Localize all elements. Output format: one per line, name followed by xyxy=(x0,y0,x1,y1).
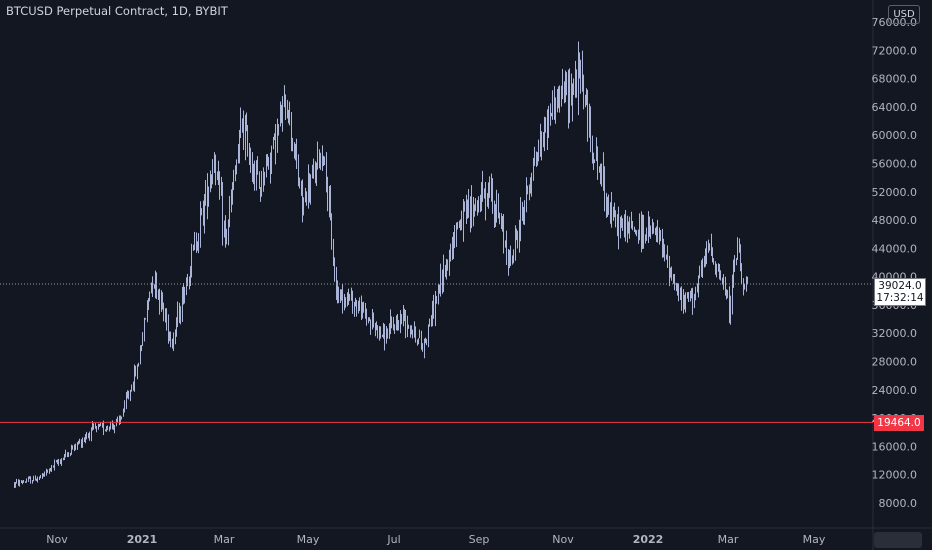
price-tick-label: 56000.0 xyxy=(872,157,918,170)
price-tick-label: 44000.0 xyxy=(872,242,918,255)
time-tick-label: May xyxy=(803,533,826,546)
time-tick-label: Sep xyxy=(469,533,490,546)
price-tick-label: 32000.0 xyxy=(872,327,918,340)
price-tick-label: 76000.0 xyxy=(872,16,918,29)
symbol-title[interactable]: BTCUSD Perpetual Contract, 1D, BYBIT xyxy=(6,4,228,18)
time-tick-label: Mar xyxy=(214,533,235,546)
time-tick-label: 2021 xyxy=(127,533,158,546)
price-tick-label: 28000.0 xyxy=(872,356,918,369)
price-tick-label: 52000.0 xyxy=(872,186,918,199)
price-tick-label: 12000.0 xyxy=(872,469,918,482)
time-tick-label: Mar xyxy=(718,533,739,546)
price-tick-label: 8000.0 xyxy=(879,497,918,510)
price-tick-label: 24000.0 xyxy=(872,384,918,397)
horizontal-line-price-label: 19464.0 xyxy=(874,415,924,431)
time-tick-label: Nov xyxy=(552,533,574,546)
time-tick-label: Jul xyxy=(386,533,400,546)
current-price-label: 39024.0 17:32:14 xyxy=(874,278,926,306)
price-tick-label: 60000.0 xyxy=(872,129,918,142)
time-tick-label: 2022 xyxy=(633,533,664,546)
axis-settings-button[interactable] xyxy=(874,532,922,548)
time-tick-label: Nov xyxy=(46,533,68,546)
price-tick-label: 48000.0 xyxy=(872,214,918,227)
price-tick-label: 68000.0 xyxy=(872,73,918,86)
time-axis[interactable]: Nov 2021 Mar May Jul Sep Nov 2022 Mar May xyxy=(46,533,826,546)
price-tick-label: 16000.0 xyxy=(872,440,918,453)
price-tick-label: 72000.0 xyxy=(872,44,918,57)
current-price-value: 39024.0 xyxy=(878,280,922,292)
candle-series xyxy=(14,41,748,488)
price-tick-label: 64000.0 xyxy=(872,101,918,114)
time-tick-label: May xyxy=(297,533,320,546)
bar-countdown: 17:32:14 xyxy=(876,292,924,304)
price-axis[interactable]: 76000.0 72000.0 68000.0 64000.0 60000.0 56000… xyxy=(872,16,918,510)
currency-unit-button[interactable]: USD xyxy=(888,5,920,24)
